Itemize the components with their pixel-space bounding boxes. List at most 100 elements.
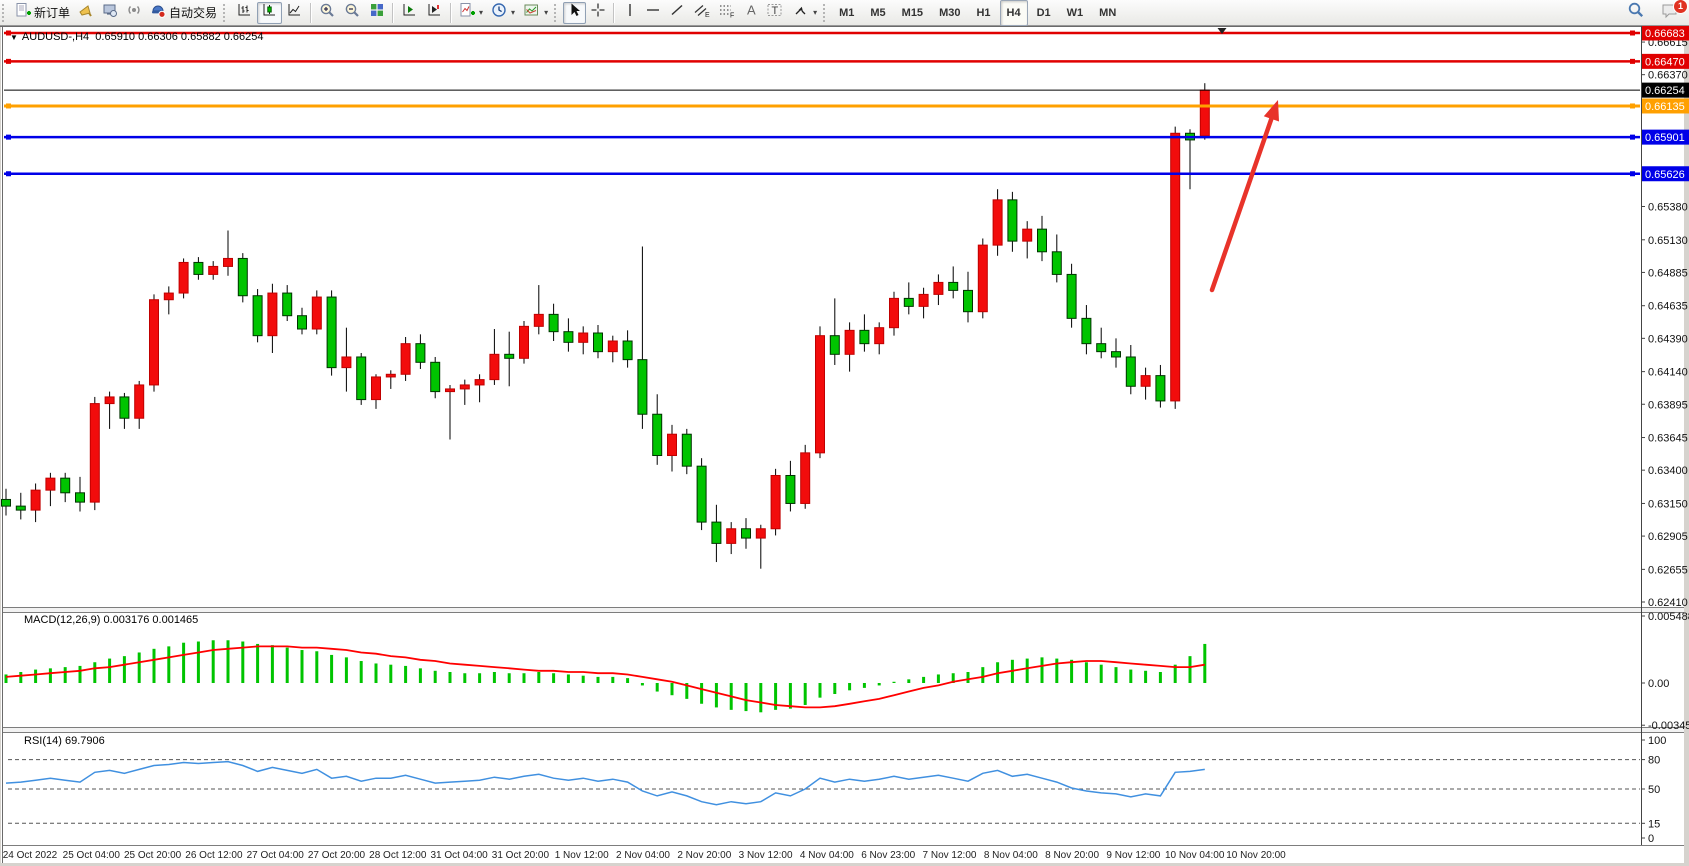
tile-windows-icon	[369, 2, 385, 23]
candle-bullish	[519, 325, 529, 359]
candle-bearish	[356, 356, 367, 401]
candle-bearish	[1051, 251, 1062, 275]
price-line-badge	[1642, 53, 1689, 69]
fibonacci-button[interactable]: F	[714, 2, 739, 24]
channel-button[interactable]: E	[689, 2, 714, 24]
candlestick-chart-button[interactable]	[257, 1, 283, 24]
candle-bullish	[208, 265, 219, 275]
macd-tick-label: 0.005488	[1648, 611, 1689, 623]
tab-timeframe-d1[interactable]: D1	[1036, 6, 1051, 19]
add-indicator-button[interactable]: ▾	[455, 2, 487, 24]
tab-timeframe-m15[interactable]: M15	[901, 6, 924, 19]
date-label: 25 Oct 20:00	[124, 850, 182, 861]
zoom-in-button[interactable]	[315, 2, 340, 24]
price-tick-label: 0.62655	[1648, 564, 1688, 576]
candle-bearish	[563, 331, 574, 343]
zoom-out-button[interactable]	[340, 2, 365, 24]
svg-text:A: A	[747, 3, 756, 18]
bar-chart-button[interactable]	[232, 2, 257, 24]
tab-timeframe-mn[interactable]: MN	[1099, 6, 1117, 19]
candle-bullish	[977, 244, 988, 313]
candle-bearish	[859, 329, 870, 345]
notifications-button[interactable]: 1	[1657, 0, 1688, 24]
candle-bullish	[918, 293, 929, 307]
candle-bullish	[45, 477, 56, 491]
periods-button[interactable]: ▾	[487, 2, 519, 24]
text-label-button[interactable]: T	[762, 2, 788, 24]
price-tick-label: 0.64140	[1648, 367, 1688, 379]
price-tick-label: 0.65130	[1648, 235, 1688, 247]
toolbar-separator	[310, 2, 313, 23]
add-indicator-icon	[459, 2, 476, 23]
crosshair-button[interactable]	[586, 2, 610, 24]
candle-bullish	[800, 452, 811, 504]
tab-timeframe-m30[interactable]: M30	[939, 6, 961, 19]
candle-bullish	[755, 528, 766, 539]
terminal-button[interactable]	[98, 2, 122, 24]
svg-text:E: E	[705, 12, 710, 18]
price-line-badge	[1642, 98, 1689, 114]
toolbar-grip	[554, 3, 561, 22]
vertical-line-button[interactable]	[618, 2, 641, 24]
trend-arrow-head	[1263, 100, 1279, 122]
line-handle	[1630, 171, 1635, 177]
line-chart-button[interactable]	[282, 2, 307, 24]
price-badge-label: 0.66470	[1645, 56, 1685, 68]
trendline-button[interactable]	[665, 2, 689, 24]
date-label: 2 Nov 20:00	[677, 850, 731, 861]
arrows-button[interactable]: ▾	[788, 2, 821, 24]
date-label: 25 Oct 04:00	[63, 850, 121, 861]
date-label: 24 Oct 2022	[3, 850, 58, 861]
text-label-icon: T	[766, 2, 784, 23]
date-label: 2 Nov 04:00	[616, 850, 670, 861]
auto-scroll-button[interactable]	[422, 2, 447, 24]
text-icon: A	[744, 2, 758, 23]
search-button[interactable]	[1623, 2, 1649, 24]
signal-button[interactable]	[122, 2, 146, 24]
price-line-badge	[1642, 82, 1689, 98]
horizontal-line-button[interactable]	[641, 2, 665, 24]
candle-bearish	[1081, 317, 1092, 345]
notification-badge: 1	[1673, 0, 1688, 14]
candle-bearish	[652, 413, 663, 457]
candle-bullish	[223, 257, 233, 267]
tab-timeframe-w1[interactable]: W1	[1066, 6, 1084, 19]
date-label: 4 Nov 04:00	[800, 850, 854, 861]
chart-shift-marker	[1217, 28, 1227, 34]
candle-bullish	[1022, 228, 1033, 242]
tab-timeframe-h1[interactable]: H1	[976, 6, 991, 19]
chart-shift-button[interactable]	[397, 2, 422, 24]
new-order-label: 新订单	[34, 6, 71, 20]
new-order-icon	[15, 2, 31, 23]
auto-trading-button[interactable]: 自动交易	[146, 2, 221, 24]
candle-bullish	[844, 329, 855, 355]
tile-windows-button[interactable]	[365, 2, 389, 24]
horizontal-line-icon	[645, 2, 661, 23]
megaphone-button[interactable]	[74, 2, 98, 24]
text-button[interactable]: A	[739, 2, 762, 24]
line-handle	[1630, 30, 1635, 36]
auto-trading-label: 自动交易	[169, 6, 218, 20]
tab-timeframe-m1[interactable]: M1	[839, 6, 855, 19]
chart-canvas[interactable]: 0.66615 0.66370 0.65380 0.65130 0.64885 0.646…	[0, 26, 1689, 866]
candle-bullish	[607, 340, 618, 353]
candle-bearish	[1125, 356, 1136, 387]
cursor-button[interactable]	[563, 1, 587, 24]
line-handle	[6, 30, 11, 36]
candle-bearish	[415, 343, 426, 363]
date-label: 8 Nov 04:00	[984, 850, 1038, 861]
chevron-down-icon: ▾	[511, 8, 516, 17]
candle-bearish	[430, 361, 441, 393]
tab-timeframe-m5[interactable]: M5	[870, 6, 886, 19]
new-order-button[interactable]: 新订单	[11, 2, 74, 24]
candle-bearish	[282, 292, 293, 317]
price-chart-svg[interactable]: 0.666150.663700.653800.651300.648850.646…	[0, 26, 1689, 866]
date-label: 1 Nov 12:00	[555, 850, 609, 861]
panel-splitter	[3, 728, 1684, 732]
macd-signal-line	[5, 645, 1205, 709]
tab-timeframe-h4[interactable]: H4	[999, 0, 1028, 26]
templates-button[interactable]: ▾	[519, 2, 552, 24]
toolbar-grip	[823, 3, 830, 22]
candle-bearish	[1111, 351, 1121, 358]
